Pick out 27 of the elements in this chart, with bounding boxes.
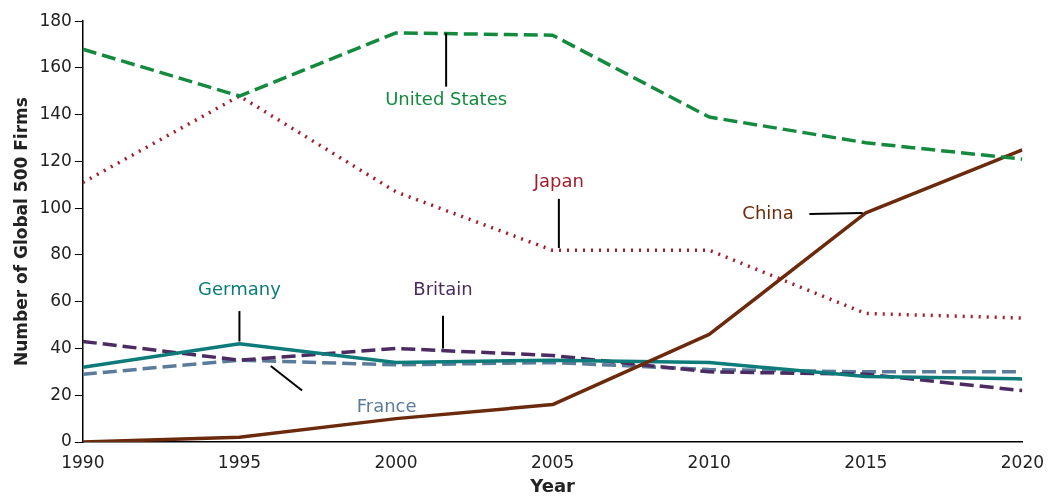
x-tick-label: 1990 (61, 451, 105, 472)
y-tick-label: 180 (39, 9, 72, 30)
x-tick-label: 2015 (844, 451, 888, 472)
y-tick-label: 80 (50, 243, 72, 264)
text: Japan (532, 170, 584, 192)
x-tick-label: 2020 (1000, 451, 1044, 472)
x-axis-title: Year (529, 474, 576, 496)
line-series (82, 31, 1023, 161)
y-tick-label: 100 (39, 196, 72, 217)
text: Britain (413, 277, 473, 299)
x-tick-label: 2010 (687, 451, 731, 472)
text: China (742, 201, 794, 223)
y-axis-title: Number of Global 500 Firms (10, 97, 31, 367)
y-tick-label: 0 (61, 430, 72, 451)
y-tick-label: 60 (50, 290, 72, 311)
x-tick-label: 1995 (217, 451, 262, 472)
y-tick-label: 20 (50, 383, 72, 404)
y-tick-label: 40 (50, 336, 72, 357)
x-tick-label: 2000 (374, 451, 418, 472)
y-tick-label: 140 (39, 103, 72, 124)
text: Germany (198, 277, 282, 299)
series-label: France (356, 394, 417, 416)
x-tick-label: 2005 (530, 451, 575, 472)
line-series (82, 339, 1023, 393)
y-tick-label: 120 (39, 149, 72, 170)
text: United States (385, 88, 508, 110)
y-tick-label: 160 (39, 56, 72, 77)
